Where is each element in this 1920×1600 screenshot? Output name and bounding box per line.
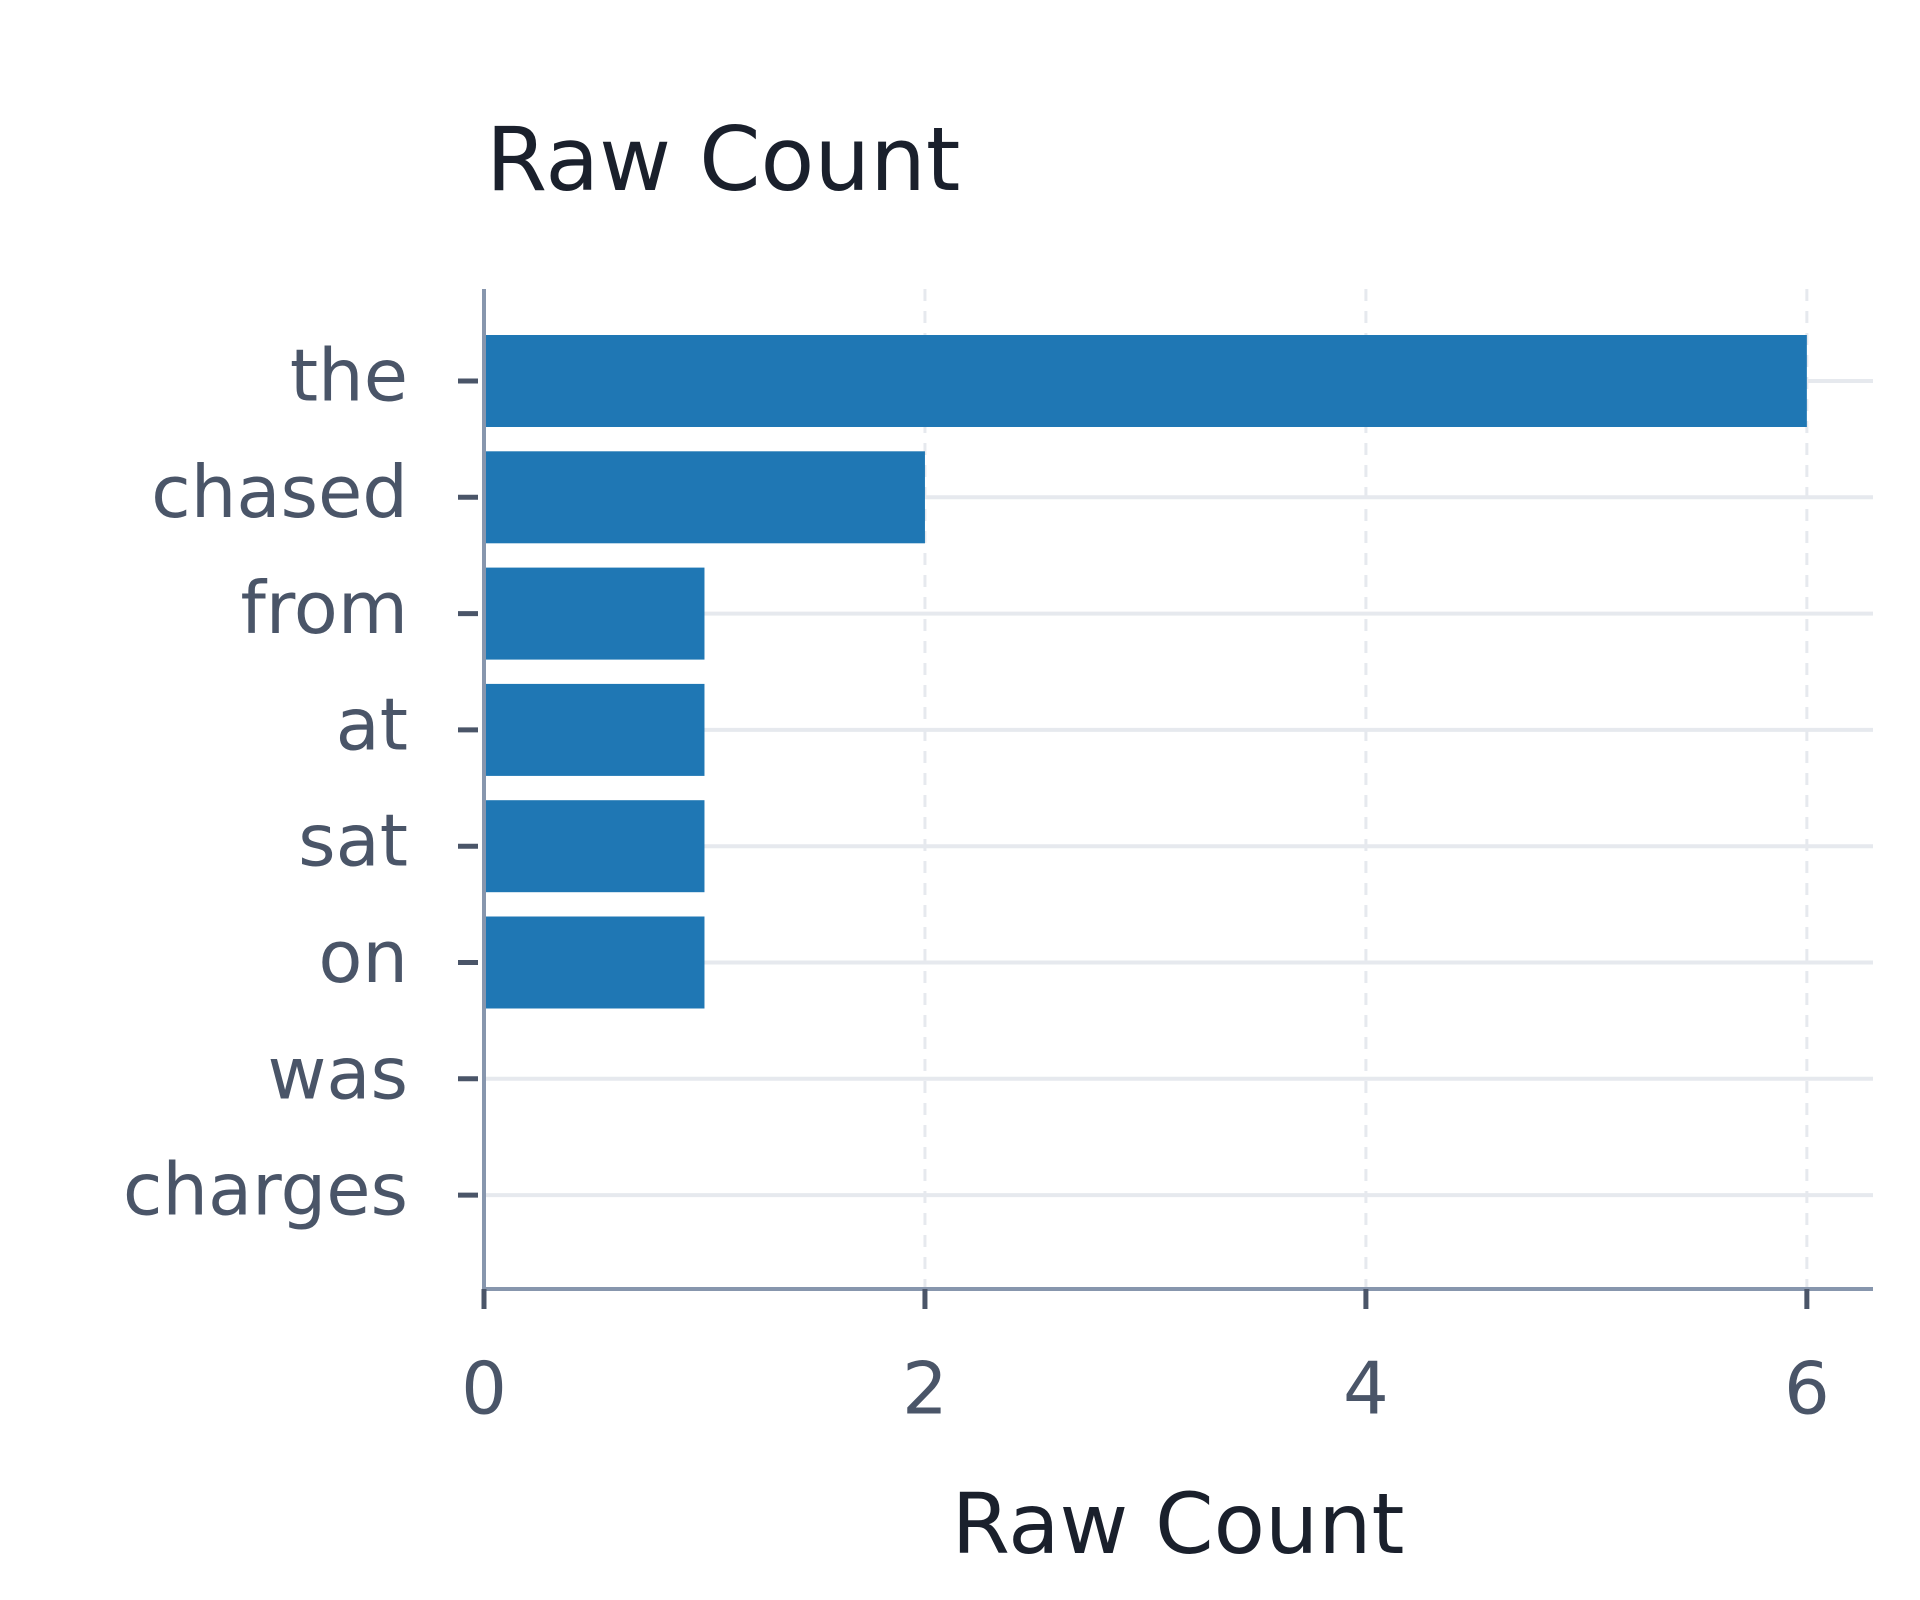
bar [484,567,705,660]
chart-title: Raw Count [486,108,960,211]
bar [484,683,705,776]
y-tick-label: from [240,566,408,650]
y-tick-label: the [290,334,408,418]
x-tick-label: 0 [461,1347,507,1431]
y-tick-label: was [267,1031,408,1115]
y-tick-label: on [318,915,408,999]
y-tick-label: sat [298,799,408,883]
bar [484,335,1807,427]
y-tick-label: chased [151,450,408,534]
x-tick-label: 6 [1784,1347,1830,1431]
bar [484,916,705,1009]
bar [484,451,925,544]
x-tick-label: 4 [1343,1347,1389,1431]
bar [484,800,705,893]
y-tick-label: charges [123,1148,408,1232]
x-axis-title: Raw Count [952,1475,1405,1573]
y-tick-label: at [336,682,408,766]
x-tick-label: 2 [902,1347,948,1431]
